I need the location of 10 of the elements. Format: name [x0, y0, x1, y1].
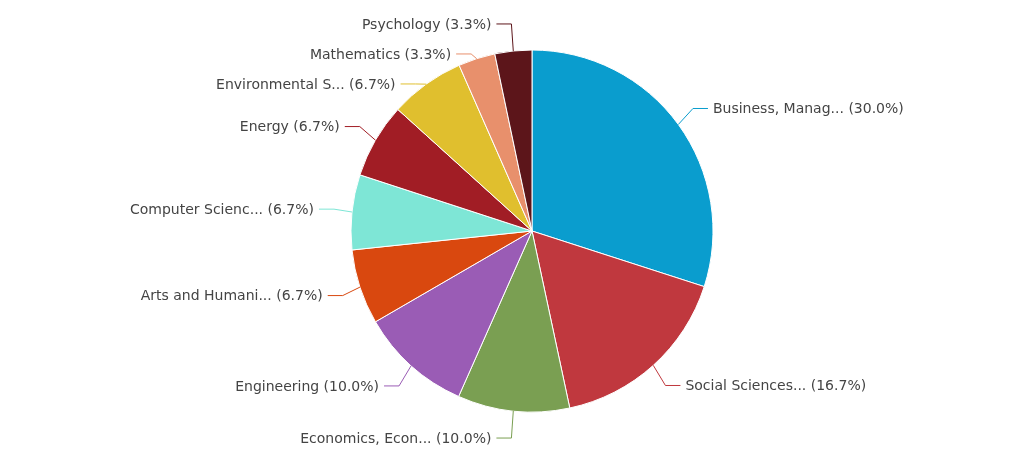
- slice-label: Engineering (10.0%): [235, 377, 380, 394]
- slice-label: Energy (6.7%): [239, 118, 340, 135]
- slice-label: Social Sciences... (16.7%): [685, 377, 867, 394]
- slice-label: Mathematics (3.3%): [309, 45, 452, 62]
- slice-label: Computer Scienc... (6.7%): [130, 201, 314, 218]
- slice-label: Business, Manag... (30.0%): [712, 100, 904, 117]
- slice-label: Psychology (3.3%): [361, 15, 492, 32]
- slice-label: Environmental S... (6.7%): [216, 75, 396, 92]
- slice-label: Economics, Econ... (10.0%): [300, 429, 492, 446]
- slice-label: Arts and Humani... (6.7%): [140, 287, 323, 304]
